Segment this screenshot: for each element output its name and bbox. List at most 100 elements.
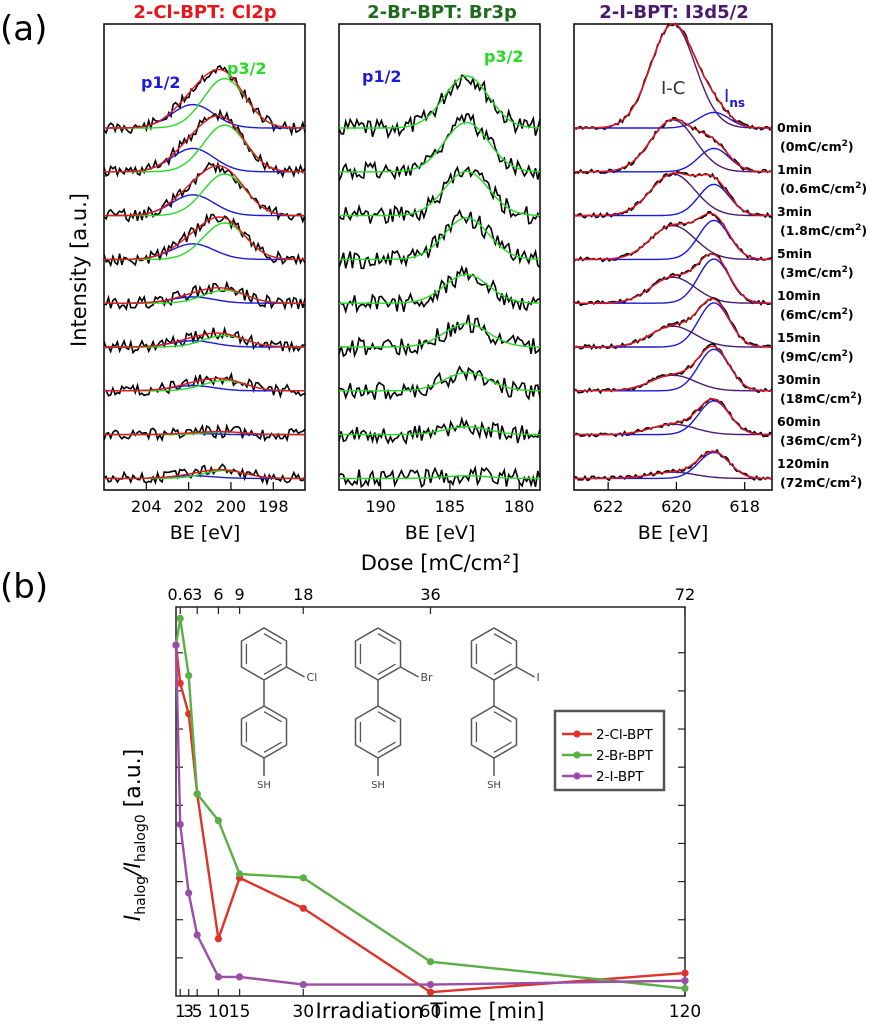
top-tick-label: 9: [235, 585, 245, 604]
component-p3/2: [339, 121, 541, 173]
component-Ins: [574, 147, 772, 173]
bottom-tick-label: 120: [669, 1002, 701, 1022]
x-tick-label: 198: [258, 497, 289, 516]
series-line-2-Cl-BPT: [174, 644, 686, 994]
raw-spectrum: [103, 423, 306, 443]
dose-value-label: (6mC/cm2): [780, 307, 854, 322]
component-Ins: [574, 258, 773, 304]
subplot-i-spectra: [573, 22, 773, 482]
subplot-br: 2-Br-BPT: Br3p BE [eV] 190 185 180 p1/2 p3…: [338, 2, 541, 544]
component-p3/2: [104, 289, 305, 304]
dose-value-label: (3mC/cm2): [780, 265, 854, 280]
x-tick-label: 618: [729, 497, 760, 516]
component-p3/2: [339, 426, 540, 436]
dose-time-label: 1min: [777, 162, 812, 177]
bottom-tick-label: 60: [420, 1002, 442, 1022]
legend-marker: [573, 772, 581, 780]
dose-value-label: (36mC/cm2): [780, 433, 862, 448]
dose-value-label: (18mC/cm2): [780, 391, 862, 406]
top-tick-label: 18: [293, 585, 313, 604]
dose-value-label: (0.6mC/cm2): [780, 181, 867, 196]
x-tick-label: 180: [504, 497, 535, 516]
series-line-2-I-BPT: [174, 645, 686, 986]
subplot-cl-xlabel: BE [eV]: [170, 522, 241, 544]
panel-b: (b) Ihalog/Ihalog0 [a.u.] 135 10 15 30 60 120…: [0, 567, 701, 1023]
data-point: [176, 679, 184, 687]
legend-label: 2-Cl-BPT: [596, 727, 653, 743]
double-bond: [377, 711, 396, 723]
component-I-C: [574, 23, 772, 129]
subplot-cl-ticks: 204 202 200 198: [131, 482, 289, 516]
dose-value-label: (72mC/cm2): [780, 475, 862, 490]
raw-spectrum: [103, 161, 306, 224]
panel-a-label: (a): [0, 9, 47, 49]
plot-b-frame: [175, 606, 686, 997]
raw-spectrum: [338, 208, 541, 270]
raw-spectrum: [338, 415, 541, 446]
benzene-ring: [354, 705, 402, 759]
fit-envelope: [574, 450, 772, 480]
component-p3/2: [339, 217, 540, 261]
cl-p12-label: p1/2: [141, 73, 181, 92]
benzene-ring: [470, 705, 518, 759]
data-point: [214, 973, 222, 981]
bottom-tick-label: 15: [229, 1002, 251, 1022]
component-I-C: [574, 224, 772, 261]
fit-envelope: [574, 172, 772, 217]
raw-spectrum: [103, 325, 306, 355]
data-point: [681, 984, 689, 993]
bottom-tick-label: 3: [183, 1002, 194, 1022]
subplot-br-title: 2-Br-BPT: Br3p: [367, 2, 517, 23]
data-point: [236, 973, 244, 981]
subplot-cl-spectra: [103, 65, 306, 487]
fit-envelope: [104, 164, 305, 217]
data-point: [299, 874, 307, 882]
data-point: [176, 820, 184, 829]
data-point: [299, 981, 307, 989]
panel-a-dose-label: Dose [mC/cm²]: [361, 551, 520, 575]
raw-spectrum: [338, 74, 541, 140]
benzene-ring: [240, 705, 288, 759]
x-tick-label: 190: [365, 497, 396, 516]
subplot-i-title: 2-I-BPT: I3d5/2: [599, 2, 749, 23]
double-bond: [263, 741, 282, 753]
legend-marker: [573, 730, 581, 738]
thiol-label: SH: [257, 780, 271, 791]
thiol-label: SH: [487, 780, 501, 791]
legend-label: 2-I-BPT: [596, 769, 644, 785]
data-point: [185, 672, 193, 680]
x-tick-label: 620: [661, 497, 692, 516]
subplot-br-frame: [338, 23, 541, 491]
subplot-i-ticks: 622 620 618: [593, 482, 760, 516]
component-p3/2: [339, 322, 540, 348]
raw-spectrum: [573, 397, 773, 438]
dose-value-label: (0mC/cm2): [780, 139, 854, 154]
data-point: [426, 988, 435, 996]
double-bond: [493, 711, 512, 723]
fit-envelope: [574, 22, 772, 129]
raw-spectrum: [103, 371, 306, 399]
dose-time-label: 15min: [777, 330, 821, 345]
dose-value-label: (1.8mC/cm2): [780, 223, 867, 238]
data-point: [681, 969, 689, 977]
double-bond: [377, 741, 396, 753]
top-tick-label: 0.6: [168, 585, 193, 604]
data-point: [681, 977, 689, 985]
x-tick-label: 200: [216, 497, 247, 516]
raw-spectrum: [103, 280, 306, 312]
substituent-bond: [400, 666, 419, 678]
dose-value-label: (9mC/cm2): [780, 349, 854, 364]
panel-a-ylabel: Intensity [a.u.]: [67, 193, 91, 347]
data-point: [426, 958, 435, 966]
raw-spectrum: [338, 465, 541, 489]
component-p3/2: [104, 222, 305, 261]
cl-p32-label: p3/2: [227, 59, 267, 78]
x-tick-label: 622: [593, 497, 624, 516]
component-I-C: [574, 276, 772, 304]
component-Ins: [574, 451, 772, 480]
component-p3/2: [104, 124, 306, 173]
raw-spectrum: [103, 108, 306, 179]
data-point: [193, 790, 201, 798]
data-point: [426, 981, 435, 989]
